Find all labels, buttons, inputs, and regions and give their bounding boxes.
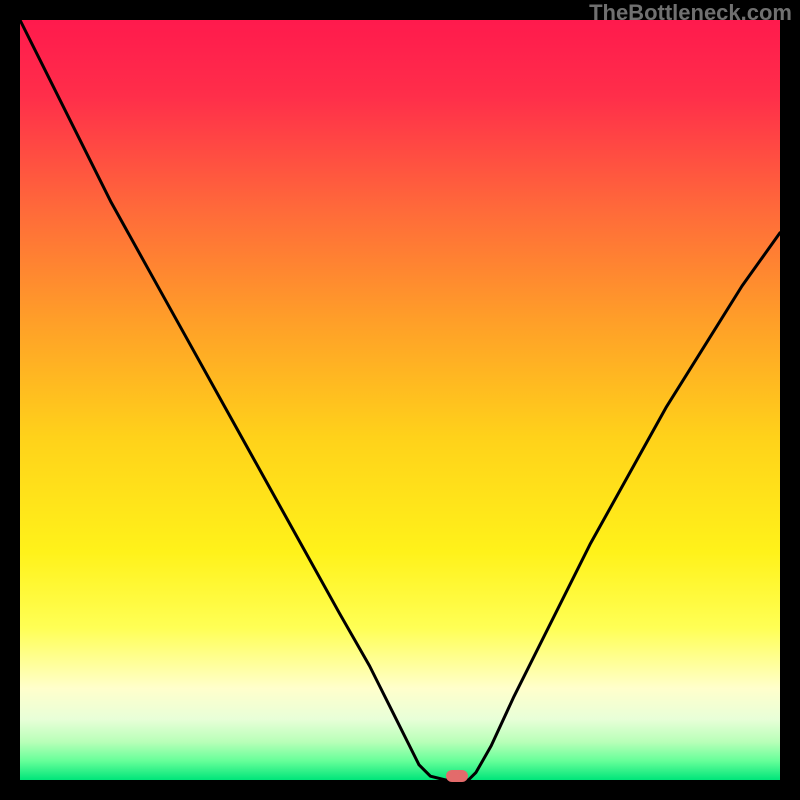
chart-frame: TheBottleneck.com [0,0,800,800]
bottleneck-curve [0,0,800,800]
watermark-text: TheBottleneck.com [589,0,792,26]
optimal-marker [446,770,468,782]
